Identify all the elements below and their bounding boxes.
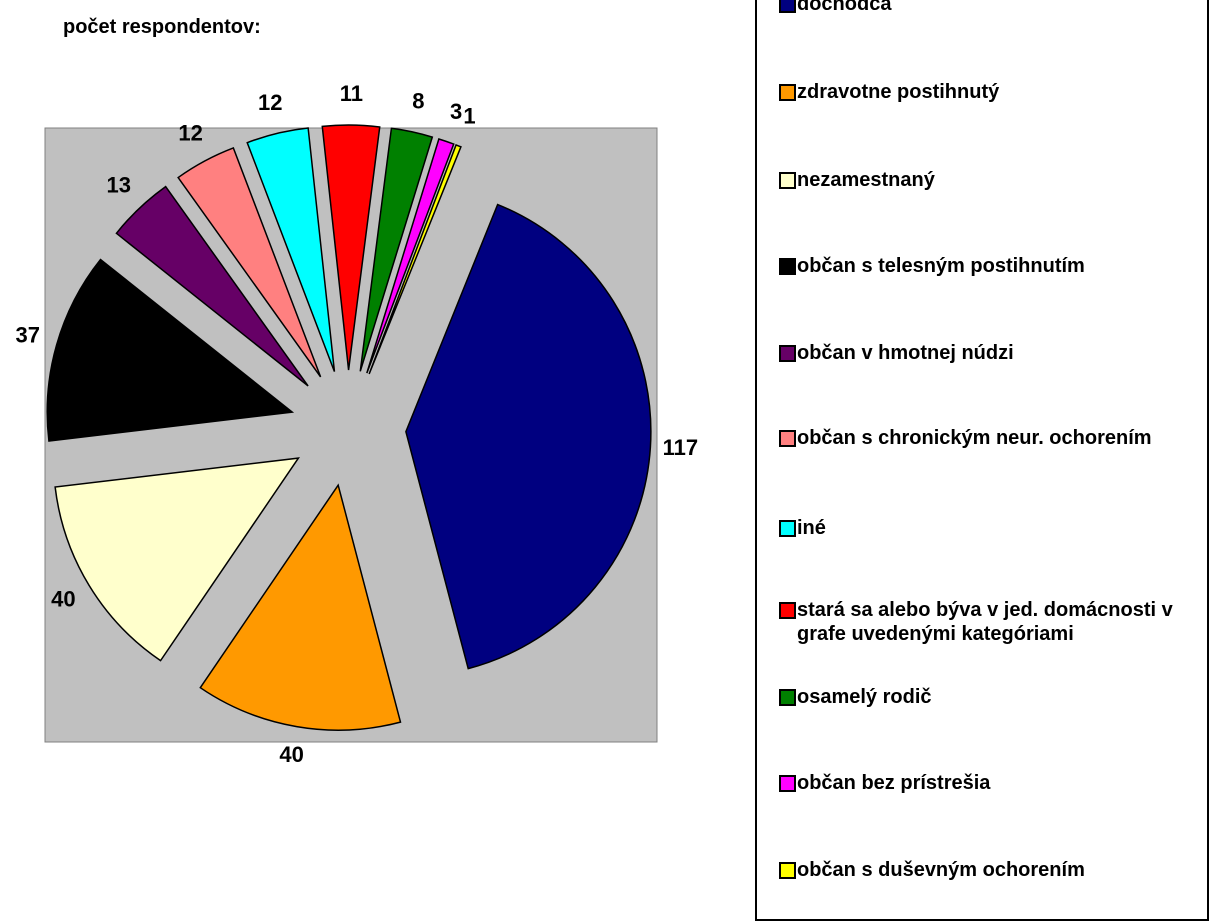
pie-slice (199, 483, 402, 731)
legend-label: občan bez prístrešia (797, 772, 991, 794)
legend-key (779, 602, 796, 619)
pie-slice (405, 203, 652, 670)
data-label: 3 (450, 99, 462, 124)
pie-slice (54, 457, 300, 662)
legend-label: iné (797, 517, 826, 539)
data-label: 40 (279, 742, 303, 767)
data-label: 40 (51, 587, 75, 612)
data-label: 37 (15, 323, 39, 348)
legend-key (779, 862, 796, 879)
legend-label: zdravotne postihnutý (797, 81, 1000, 103)
legend: dochodca zdravotne postihnutý nezamestnaný… (755, 0, 1209, 921)
pie-slice (321, 124, 381, 371)
legend-label: občan v hmotnej núdzi (797, 342, 1014, 364)
legend-key (779, 689, 796, 706)
pie-slice (368, 143, 462, 375)
legend-label: nezamestnaný (797, 169, 935, 191)
legend-key (779, 84, 796, 101)
data-label: 8 (412, 88, 424, 113)
data-label: 11 (340, 81, 363, 106)
legend-label: občan s telesným postihnutím (797, 255, 1085, 277)
data-label: 12 (178, 120, 202, 145)
pie-slice (366, 138, 455, 374)
pie-slice (46, 258, 295, 442)
legend-key (779, 172, 796, 189)
chart: 117 40 40 37 13 12 12 11 8 3 1 (15, 81, 699, 767)
legend-label: dochodca (797, 0, 892, 15)
data-label: 117 (663, 435, 699, 460)
pie-slice (246, 127, 336, 372)
legend-key (779, 520, 796, 537)
legend-key (779, 775, 796, 792)
legend-label: občan s duševným ochorením (797, 859, 1085, 881)
chart-title: počet respondentov: (63, 16, 261, 38)
pie-slice (359, 127, 434, 372)
legend-key (779, 430, 796, 447)
data-label: 12 (258, 90, 282, 115)
legend-label: stará sa alebo býva v jed. domácnosti v … (797, 599, 1173, 645)
legend-key (779, 258, 796, 275)
pie-slice (115, 185, 309, 387)
legend-key (779, 345, 796, 362)
legend-label: osamelý rodič (797, 686, 932, 708)
data-label: 13 (106, 172, 130, 197)
legend-label: občan s chronickým neur. ochorením (797, 427, 1152, 449)
legend-key (779, 0, 796, 13)
data-label: 1 (463, 104, 475, 129)
pie-slice (177, 146, 322, 378)
